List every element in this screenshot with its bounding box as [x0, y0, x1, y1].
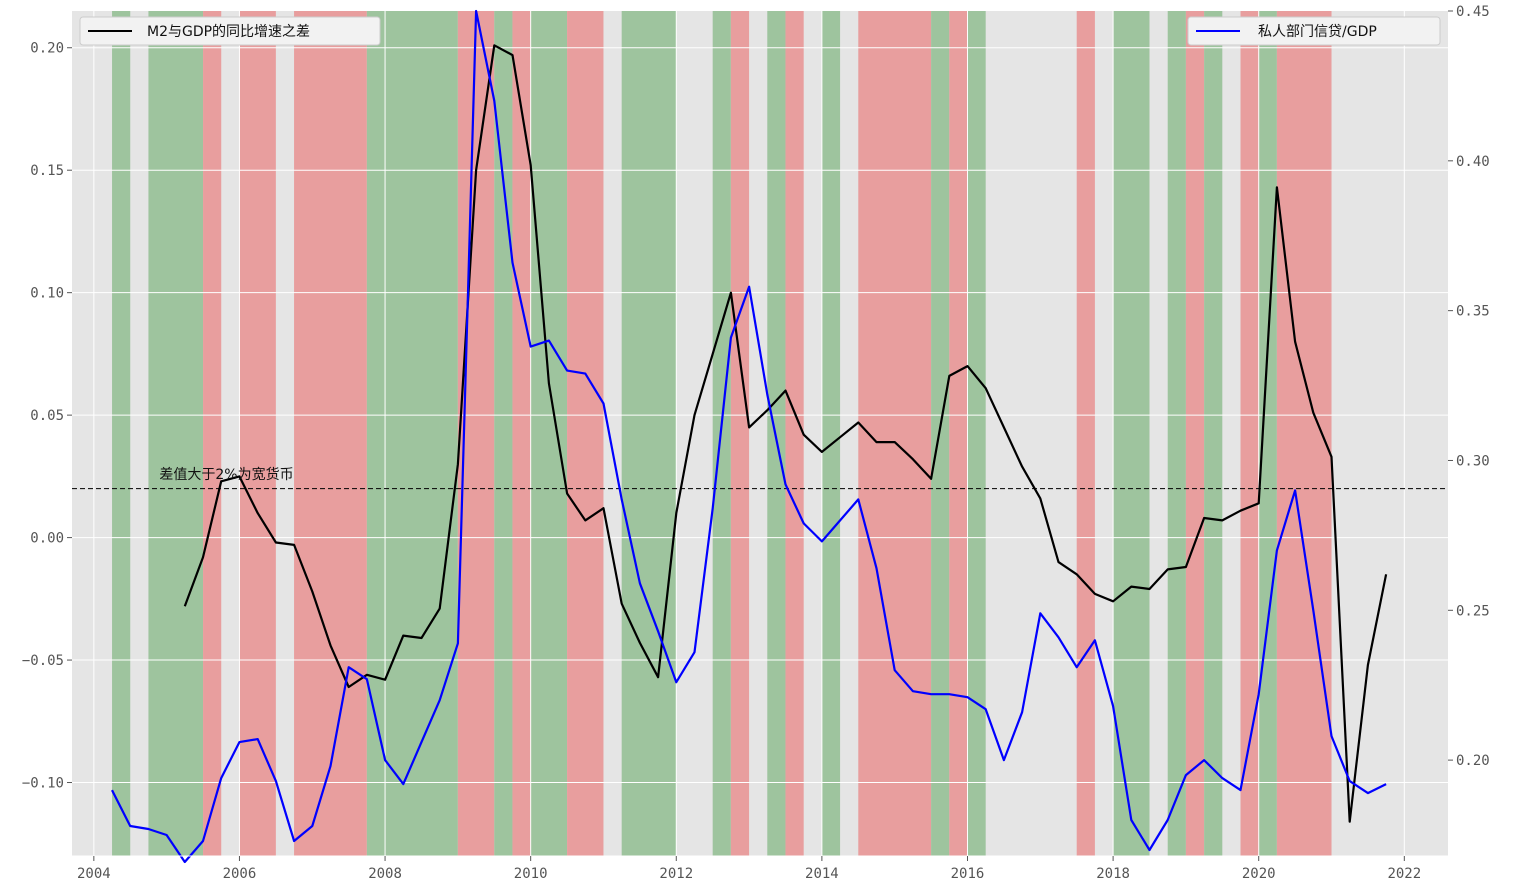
y-right-tick-label: 0.25: [1456, 603, 1490, 619]
shaded-region-red: [567, 11, 604, 856]
y-right-tick-label: 0.45: [1456, 4, 1490, 20]
shaded-region-green: [112, 11, 131, 856]
shaded-region-green: [967, 11, 986, 856]
x-tick-label: 2014: [805, 866, 839, 882]
legend-right-label: 私人部门信贷/GDP: [1258, 24, 1377, 40]
x-axis: 2004 2006 2008 2010 2012 2014 2016 2018 2020 2022: [72, 855, 1448, 882]
x-tick-label: 2010: [514, 866, 548, 882]
shaded-region-green: [767, 11, 786, 856]
shaded-region-green: [494, 11, 513, 856]
legend-right: 私人部门信贷/GDP: [1187, 16, 1441, 46]
y-left-tick-label: −0.05: [22, 653, 64, 669]
grid-lines: [72, 11, 1448, 856]
y-left-tick-label: 0.20: [30, 41, 64, 57]
y-right-tick-label: 0.20: [1456, 753, 1490, 769]
x-tick-label: 2022: [1387, 866, 1421, 882]
legend-left-box: [79, 16, 381, 46]
shaded-region-red: [730, 11, 750, 856]
x-tick-label: 2020: [1242, 866, 1276, 882]
y-left-tick-label: 0.15: [30, 163, 64, 179]
shaded-region-red: [512, 11, 531, 856]
x-tick-label: 2012: [659, 866, 693, 882]
shaded-region-red: [1076, 11, 1095, 856]
shaded-region-red: [294, 11, 367, 856]
shaded-region-green: [148, 11, 204, 856]
x-tick-label: 2018: [1096, 866, 1130, 882]
threshold-annotation: 差值大于2%为宽货币: [159, 466, 293, 483]
shaded-region-green: [1204, 11, 1223, 856]
y-axis-right: 0.20 0.25 0.30 0.35 0.40 0.45: [1448, 4, 1490, 769]
shaded-region-red: [949, 11, 968, 856]
shaded-region-green: [366, 11, 458, 856]
shaded-region-red: [1185, 11, 1205, 856]
y-right-tick-label: 0.35: [1456, 304, 1490, 320]
y-axis-left: −0.10 −0.05 0.00 0.05 0.10 0.15 0.20: [22, 41, 72, 792]
shaded-region-green: [530, 11, 568, 856]
shaded-region-red: [1240, 11, 1259, 856]
shaded-region-red: [239, 11, 276, 856]
legend-right-box: [1187, 16, 1441, 46]
y-left-tick-label: −0.10: [22, 776, 64, 792]
legend-left-label: M2与GDP的同比增速之差: [147, 24, 310, 40]
x-tick-label: 2016: [951, 866, 985, 882]
y-left-tick-label: 0.00: [30, 531, 64, 547]
legend-left: M2与GDP的同比增速之差: [79, 16, 381, 46]
shaded-region-red: [1276, 11, 1332, 856]
x-tick-label: 2008: [368, 866, 402, 882]
series-lines: [111, 9, 1388, 864]
y-right-tick-label: 0.30: [1456, 453, 1490, 469]
shaded-region-green: [821, 11, 841, 856]
x-tick-label: 2004: [77, 866, 111, 882]
y-left-tick-label: 0.10: [30, 286, 64, 302]
series-line-private-credit-gdp: [111, 9, 1387, 864]
x-tick-label: 2006: [223, 866, 257, 882]
y-left-tick-label: 0.05: [30, 408, 64, 424]
series-line-m2-gdp-gap: [183, 44, 1388, 823]
shaded-region-red: [785, 11, 804, 856]
y-right-tick-label: 0.40: [1456, 154, 1490, 170]
shaded-region-green: [1167, 11, 1186, 856]
shaded-region-red: [858, 11, 932, 856]
shaded-region-green: [1258, 11, 1277, 856]
shaded-region-green: [1113, 11, 1150, 856]
shaded-region-green: [621, 11, 677, 856]
shaded-region-red: [203, 11, 222, 856]
shaded-regions: [112, 11, 1332, 856]
